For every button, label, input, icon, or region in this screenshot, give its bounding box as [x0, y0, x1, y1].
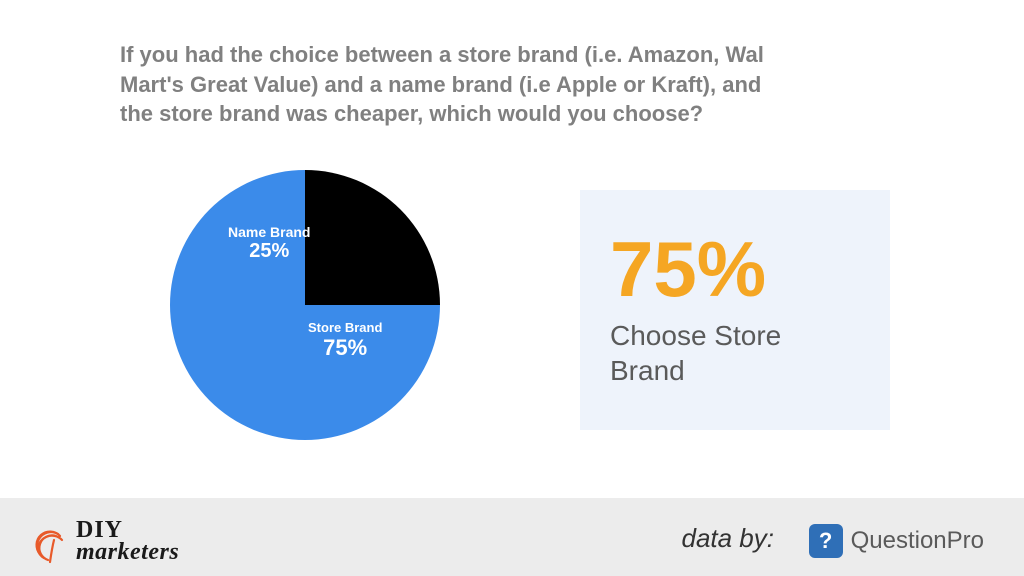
questionpro-word: QuestionPro — [851, 527, 984, 555]
callout-box: 75% Choose Store Brand — [580, 190, 890, 430]
question-title-wrap: If you had the choice between a store br… — [120, 40, 800, 129]
question-title: If you had the choice between a store br… — [120, 40, 800, 129]
pie-slice — [305, 170, 440, 305]
callout-percent: 75% — [610, 230, 860, 308]
callout-sub: Choose Store Brand — [610, 318, 860, 388]
pie-chart: Name Brand25%Store Brand75% — [170, 170, 440, 440]
footer-bar: DIY marketers data by: ? QuestionPro — [0, 498, 1024, 576]
diy-line2: marketers — [76, 542, 179, 564]
diy-marketers-logo: DIY marketers — [30, 518, 179, 566]
questionpro-mark-icon: ? — [809, 524, 843, 558]
diy-text-stack: DIY marketers — [76, 520, 179, 563]
fingerprint-icon — [30, 518, 70, 566]
data-by-label: data by: — [681, 523, 774, 554]
pie-svg — [170, 170, 440, 440]
questionpro-logo: ? QuestionPro — [809, 524, 984, 558]
content-row: Name Brand25%Store Brand75% 75% Choose S… — [0, 170, 1024, 470]
